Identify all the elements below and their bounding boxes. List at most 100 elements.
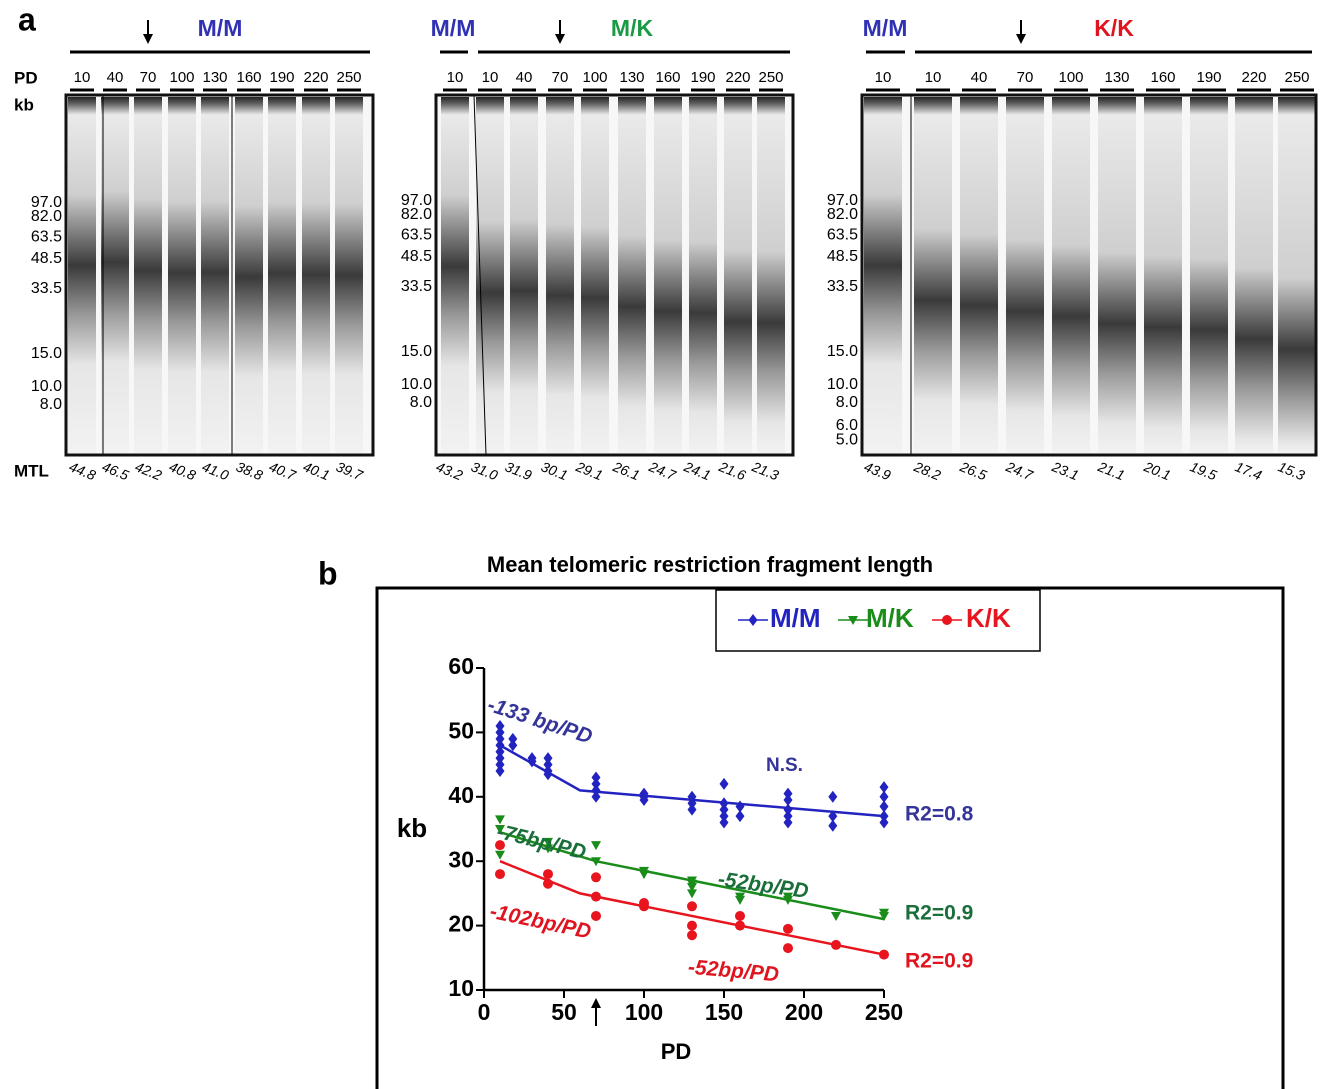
lane-divider	[473, 94, 487, 456]
gel-lane	[581, 97, 609, 453]
size-marker-label: 63.5	[401, 226, 432, 243]
lane-pd-label: 70	[140, 69, 157, 86]
x-tick-label: 150	[705, 999, 743, 1025]
size-marker-label: 63.5	[31, 228, 62, 245]
row-label: MTL	[14, 461, 49, 480]
data-point	[543, 837, 553, 847]
data-point	[735, 810, 745, 823]
lane-pd-label: 40	[971, 69, 988, 86]
data-point	[879, 810, 889, 823]
mtl-label: 40.8	[167, 458, 198, 483]
data-point	[687, 790, 697, 803]
annotation: -52bp/PD	[717, 868, 810, 903]
annotation: -52bp/PD	[687, 956, 780, 987]
gel-frame	[434, 93, 795, 457]
size-marker-label: 10.0	[827, 376, 858, 393]
size-marker-label: 5.0	[836, 432, 858, 449]
x-tick-label: 250	[865, 999, 903, 1025]
data-point	[495, 758, 505, 771]
data-point	[735, 920, 745, 931]
gel-lane	[757, 97, 785, 453]
fit-line	[499, 860, 885, 956]
data-point	[828, 790, 838, 803]
data-point	[543, 878, 553, 889]
data-point	[495, 825, 505, 834]
lane-pd-label: 100	[169, 69, 194, 86]
chart-frame	[375, 586, 1285, 1089]
data-point	[719, 816, 729, 829]
data-point	[687, 876, 697, 886]
lane-pd-label: 220	[725, 69, 750, 86]
legend-label: M/M	[770, 603, 821, 633]
gel-lane	[689, 97, 717, 453]
mtl-label: 41.0	[200, 458, 231, 483]
row-label: kb	[14, 95, 34, 114]
data-point	[735, 910, 745, 921]
data-point	[719, 803, 729, 816]
gel-lane	[335, 97, 363, 453]
data-point	[495, 815, 505, 825]
lane-pd-label: 130	[202, 69, 227, 86]
lane-pd-label: 160	[655, 69, 680, 86]
lane-pd-label: 160	[236, 69, 261, 86]
data-point	[495, 732, 505, 745]
size-marker-label: 48.5	[401, 248, 432, 265]
data-point	[591, 777, 601, 790]
lane-pd-label: 160	[1150, 69, 1175, 86]
mtl-label: 44.8	[67, 458, 98, 483]
legend-marker	[848, 616, 858, 625]
size-marker-label: 8.0	[40, 396, 62, 413]
data-point	[591, 784, 601, 797]
gel-lane	[1190, 97, 1228, 453]
mtl-label: 24.7	[1003, 458, 1036, 484]
mtl-label: 24.1	[681, 458, 713, 483]
group-label: M/M	[198, 15, 243, 41]
size-marker-label: 15.0	[401, 343, 432, 360]
gel-lane	[168, 97, 196, 453]
lane-pd-label: 190	[690, 69, 715, 86]
mtl-label: 29.1	[573, 458, 605, 483]
data-point	[719, 777, 729, 790]
data-point	[495, 726, 505, 739]
y-tick-label: 60	[448, 653, 474, 679]
size-marker-label: 10.0	[401, 376, 432, 393]
mtl-label: 23.1	[1049, 458, 1081, 483]
data-point	[639, 866, 649, 876]
lane-pd-label: 190	[269, 69, 294, 86]
data-point	[543, 765, 553, 778]
y-axis-label: kb	[397, 813, 427, 843]
data-point	[783, 787, 793, 800]
mtl-label: 26.1	[610, 458, 642, 483]
data-point	[591, 771, 601, 784]
annotation: R2=0.9	[905, 902, 973, 925]
group-label: K/K	[1094, 15, 1134, 41]
x-tick-label: 200	[785, 999, 823, 1025]
mtl-label: 31.9	[503, 458, 534, 483]
mtl-label: 43.2	[434, 458, 465, 483]
y-tick-label: 30	[448, 846, 474, 872]
mtl-label: 38.8	[234, 458, 265, 483]
data-point	[591, 790, 601, 803]
data-point	[687, 920, 697, 931]
data-point	[591, 891, 601, 902]
data-point	[687, 889, 697, 899]
mtl-label: 42.2	[133, 458, 164, 483]
x-tick-label: 0	[478, 999, 491, 1025]
mtl-label: 39.7	[334, 458, 366, 483]
gel-lane	[546, 97, 574, 453]
data-point	[687, 797, 697, 810]
lane-pd-label: 10	[482, 69, 499, 86]
data-point	[495, 850, 505, 860]
lane-pd-label: 70	[552, 69, 569, 86]
data-point	[879, 781, 889, 794]
arrow-head	[143, 34, 153, 44]
data-point	[591, 910, 601, 921]
mtl-label: 17.4	[1233, 458, 1264, 483]
mtl-label: 24.7	[646, 458, 679, 484]
data-point	[831, 911, 841, 921]
data-point	[783, 923, 793, 934]
data-point	[543, 752, 553, 765]
lane-pd-label: 250	[1284, 69, 1309, 86]
mtl-label: 40.1	[301, 458, 332, 483]
gel-lane	[1006, 97, 1044, 453]
